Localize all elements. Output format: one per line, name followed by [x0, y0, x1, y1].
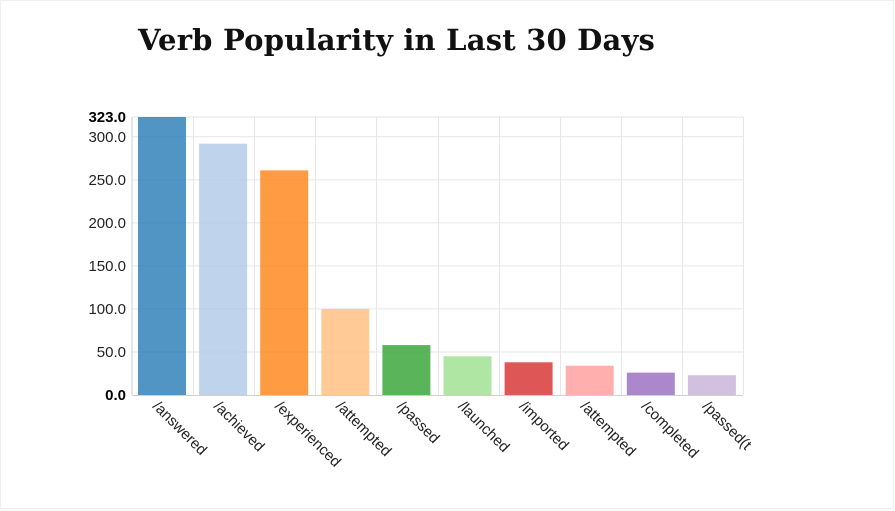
bar [260, 170, 309, 395]
y-tick-label: 150.0 [88, 258, 126, 275]
bar [626, 372, 675, 395]
bars [138, 117, 736, 395]
bar [321, 308, 370, 395]
y-tick-label: 50.0 [97, 344, 126, 361]
y-tick-label: 100.0 [88, 301, 126, 318]
chart-title: Verb Popularity in Last 30 Days [138, 23, 656, 57]
bar [199, 143, 248, 395]
axes [131, 117, 743, 396]
x-axis-labels: /answered/achieved/experienced/attempted… [149, 398, 755, 471]
x-tick-label: /answered [149, 398, 210, 459]
x-tick-label: /passed(t [699, 398, 755, 454]
bar [382, 345, 431, 395]
x-tick-label: /launched [455, 398, 513, 456]
y-tick-label: 323.0 [88, 109, 126, 126]
x-tick-label: /completed [638, 398, 702, 462]
x-tick-label: /attempted [577, 398, 639, 460]
bar [565, 365, 614, 395]
x-tick-label: /achieved [210, 398, 267, 455]
y-tick-label: 250.0 [88, 172, 126, 189]
bar [138, 117, 186, 395]
x-tick-label: /imported [516, 398, 572, 454]
y-axis-ticks: 0.0 50.0 100.0 150.0 200.0 250.0 300.0 323.0 [88, 109, 126, 404]
x-tick-label: /passed [394, 398, 443, 447]
y-tick-label: 200.0 [88, 215, 126, 232]
x-tick-label: /attempted [332, 398, 394, 460]
y-tick-label: 0.0 [105, 387, 126, 404]
bar [504, 362, 553, 395]
bar [687, 375, 736, 395]
y-tick-label: 300.0 [88, 129, 126, 146]
bar [443, 356, 492, 395]
